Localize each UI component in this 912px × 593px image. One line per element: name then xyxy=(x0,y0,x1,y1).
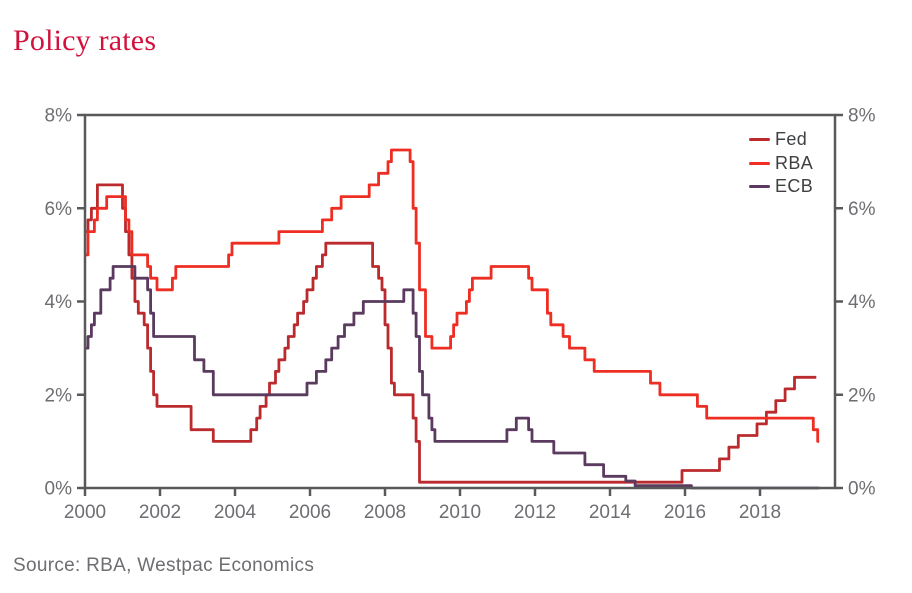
legend-label: ECB xyxy=(775,176,814,197)
series-line-fed xyxy=(85,183,817,484)
x-tick-label: 2008 xyxy=(364,502,406,523)
series-line-rba xyxy=(85,148,820,443)
series-lines xyxy=(85,148,820,490)
y-tick-label-left: 4% xyxy=(45,292,73,313)
x-tick-label: 2014 xyxy=(589,502,632,523)
y-tick-label-right: 4% xyxy=(848,292,876,313)
y-tick-label-right: 2% xyxy=(848,385,876,406)
legend-item-fed: Fed xyxy=(749,128,813,152)
x-tick-label: 2006 xyxy=(289,502,331,523)
x-tick-label: 2016 xyxy=(664,502,706,523)
legend-label: RBA xyxy=(775,152,814,173)
y-tick-label-right: 8% xyxy=(848,106,876,127)
y-tick-label-left: 0% xyxy=(45,479,73,500)
x-tick-label: 2004 xyxy=(214,502,257,523)
chart-legend: Fed RBA ECB xyxy=(749,128,813,199)
x-tick-label: 2010 xyxy=(439,502,481,523)
y-tick-label-left: 2% xyxy=(45,385,73,406)
y-tick-label-left: 8% xyxy=(45,106,73,127)
legend-swatch-icon xyxy=(749,185,770,189)
axis-tick-labels: 0% 0% 2% 2% 4% 4% 6% 6% 8% 8% 2000 2002 2004 2006 2008… xyxy=(45,106,876,524)
page-title: Policy rates xyxy=(13,24,157,57)
axes xyxy=(77,113,843,496)
legend-item-ecb: ECB xyxy=(749,175,813,199)
legend-swatch-icon xyxy=(749,161,770,165)
x-tick-label: 2000 xyxy=(64,502,106,523)
y-tick-label-right: 6% xyxy=(848,199,876,220)
x-tick-label: 2018 xyxy=(739,502,781,523)
source-text: Source: RBA, Westpac Economics xyxy=(13,555,315,576)
y-tick-label-left: 6% xyxy=(45,199,73,220)
legend-label: Fed xyxy=(775,129,808,150)
legend-swatch-icon xyxy=(749,138,770,142)
legend-item-rba: RBA xyxy=(749,152,813,176)
y-tick-label-right: 0% xyxy=(848,479,876,500)
series-line-ecb xyxy=(85,265,820,490)
x-tick-label: 2002 xyxy=(139,502,181,523)
x-tick-label: 2012 xyxy=(514,502,556,523)
